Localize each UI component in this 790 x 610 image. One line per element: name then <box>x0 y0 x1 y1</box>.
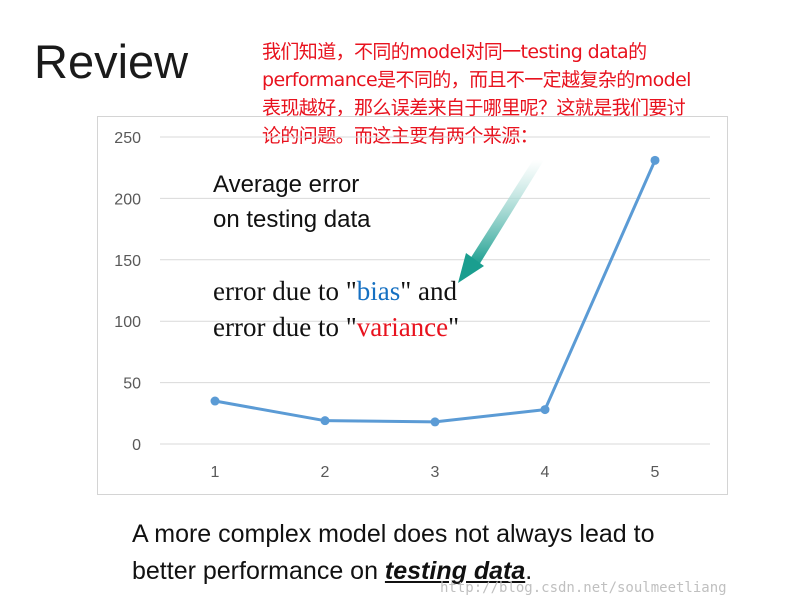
data-point <box>540 405 550 415</box>
tick-labels: 0 50 100 150 200 250 1 2 3 4 5 <box>114 130 659 481</box>
average-error-label: Average error on testing data <box>213 167 370 237</box>
series <box>210 155 660 427</box>
data-point <box>650 155 660 165</box>
bias-word: bias <box>356 276 401 306</box>
annotation-arrow <box>458 160 544 283</box>
data-point <box>320 416 330 426</box>
slide-title: Review <box>34 35 189 88</box>
chart-frame <box>97 116 728 495</box>
x-tick-label: 5 <box>651 464 660 481</box>
annotation-line: performance是不同的，而且不一定越复杂的model <box>262 69 691 91</box>
annotation-line: 论的问题。而这主要有两个来源： <box>262 125 539 147</box>
caption-emphasis: testing data <box>384 557 526 585</box>
chinese-annotation: 我们知道，不同的model对同一testing data的 performanc… <box>262 38 788 150</box>
bias-prefix: error due to " <box>213 276 357 306</box>
x-tick-label: 1 <box>211 464 220 481</box>
arrow-shaft <box>470 160 544 265</box>
annotation-line: 表现越好，那么误差来自于哪里呢？这就是我们要讨 <box>262 97 686 119</box>
data-point <box>430 417 440 427</box>
y-tick-label: 150 <box>114 253 141 270</box>
variance-prefix: error due to " <box>213 312 357 342</box>
caption-line-1: A more complex model does not always lea… <box>132 520 655 548</box>
average-error-line-1: Average error <box>213 171 360 198</box>
caption-suffix: . <box>525 557 533 585</box>
annotation-line: 我们知道，不同的model对同一testing data的 <box>262 41 647 63</box>
y-tick-label: 250 <box>114 130 141 147</box>
slide-caption: A more complex model does not always lea… <box>132 516 655 590</box>
x-tick-label: 3 <box>431 464 440 481</box>
y-tick-label: 50 <box>123 376 141 393</box>
caption-prefix: better performance on <box>132 557 385 585</box>
x-tick-label: 4 <box>541 464 550 481</box>
data-point <box>210 396 220 406</box>
average-error-line-2: on testing data <box>213 206 371 233</box>
y-tick-label: 200 <box>114 191 141 208</box>
arrow-head <box>458 253 484 283</box>
variance-word: variance <box>356 312 449 342</box>
variance-suffix: " <box>448 312 460 342</box>
variance-row: error due to "variance" <box>213 309 459 345</box>
y-tick-label: 0 <box>132 437 141 454</box>
gridlines <box>160 136 710 445</box>
bias-suffix: " and <box>400 276 457 306</box>
watermark: http://blog.csdn.net/soulmeetliang <box>440 580 727 596</box>
error-sources-label: error due to "bias" and error due to "va… <box>213 273 459 345</box>
bias-row: error due to "bias" and <box>213 273 459 309</box>
x-tick-label: 2 <box>321 464 330 481</box>
y-tick-label: 100 <box>114 314 141 331</box>
caption-line-2: better performance on testing data. <box>132 553 655 590</box>
